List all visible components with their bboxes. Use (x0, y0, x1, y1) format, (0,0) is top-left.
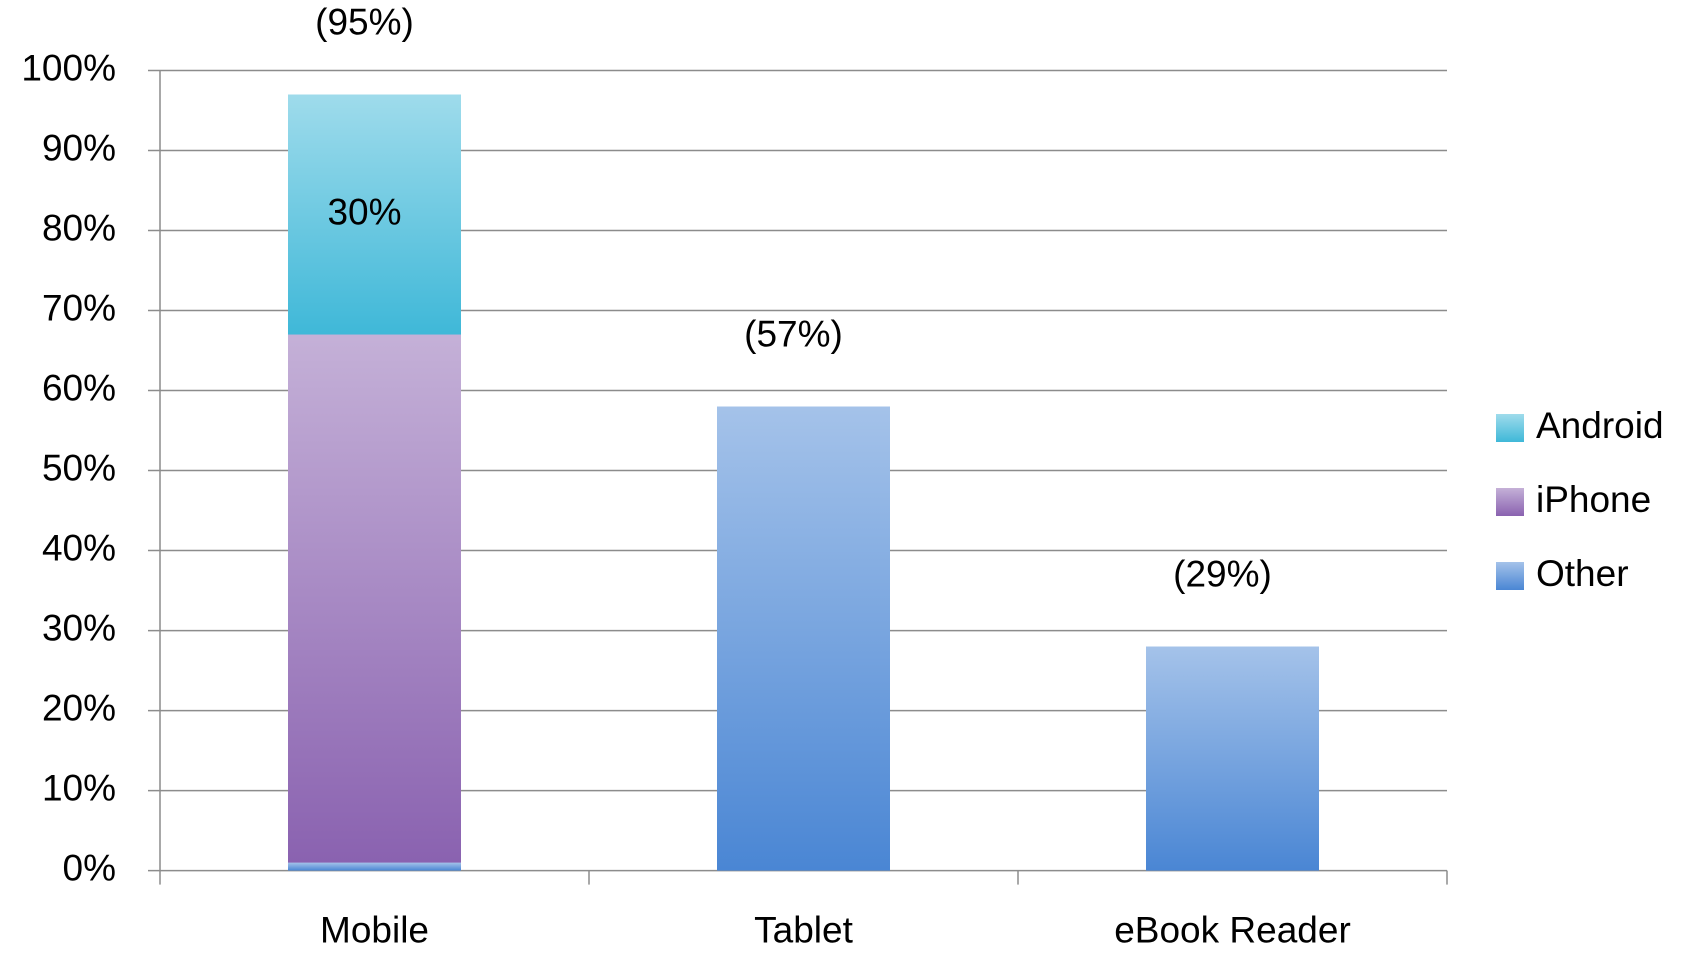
total-label: (95%) (315, 1, 414, 42)
x-tick-label: Mobile (320, 909, 429, 950)
total-label: (29%) (1173, 553, 1272, 594)
y-tick-label: 40% (42, 527, 116, 568)
legend-label: iPhone (1536, 479, 1651, 520)
bar-shade (717, 406, 890, 871)
y-tick-label: 30% (42, 607, 116, 648)
bar-shade (288, 334, 461, 863)
legend-swatch-shade (1496, 562, 1524, 590)
bar-shade (288, 94, 461, 335)
legend-label: Other (1536, 553, 1629, 594)
y-tick-label: 70% (42, 287, 116, 328)
legend-label: Android (1536, 405, 1664, 446)
y-tick-label: 100% (21, 47, 116, 88)
y-tick-label: 90% (42, 127, 116, 168)
y-tick-label: 0% (63, 847, 116, 888)
x-tick-label: Tablet (754, 909, 853, 950)
y-tick-label: 60% (42, 367, 116, 408)
x-tick-label: eBook Reader (1114, 909, 1351, 950)
y-tick-label: 50% (42, 447, 116, 488)
legend-swatch-shade (1496, 488, 1524, 516)
bar-shade (288, 862, 461, 871)
legend-swatch-shade (1496, 414, 1524, 442)
data-label: 30% (327, 191, 401, 232)
y-tick-label: 80% (42, 207, 116, 248)
y-tick-label: 20% (42, 687, 116, 728)
y-tick-label: 10% (42, 767, 116, 808)
bar-shade (1146, 646, 1319, 871)
total-label: (57%) (744, 313, 843, 354)
